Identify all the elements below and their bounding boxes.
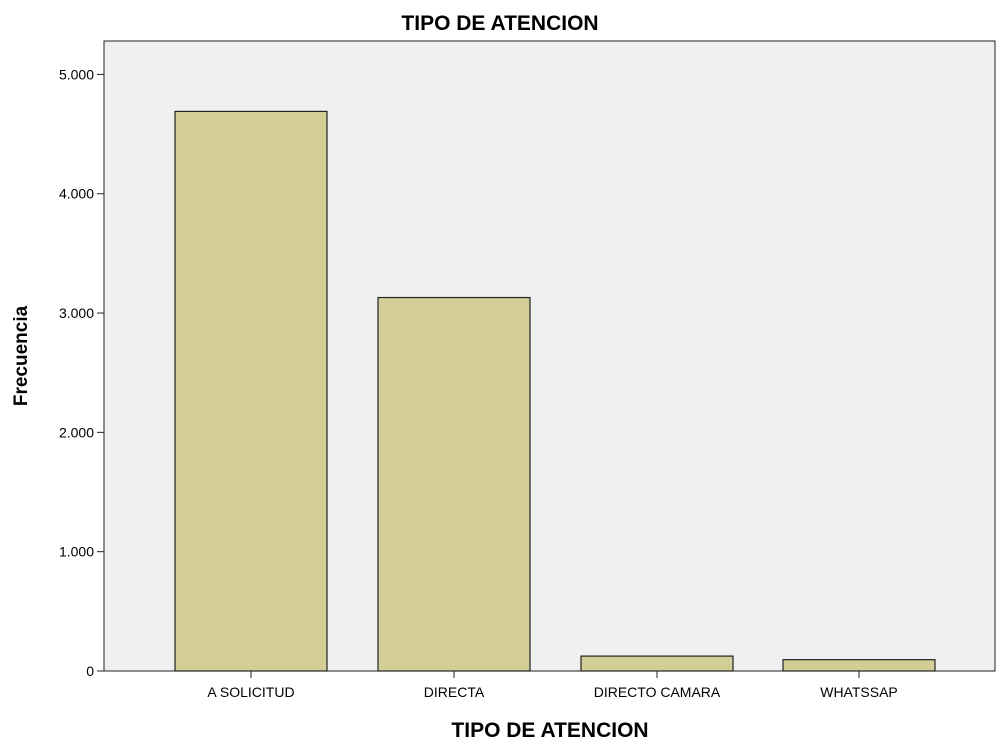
x-axis-label: TIPO DE ATENCION: [451, 719, 648, 740]
y-axis-ticks: 0 1.000 2.000 3.000 4.000 5.000: [59, 66, 104, 679]
y-tick-label: 5.000: [59, 66, 94, 82]
bar-directo-camara: [580, 655, 734, 672]
y-tick-label: 4.000: [59, 186, 94, 202]
bar-a-solicitud: [174, 110, 328, 672]
x-tick-label: WHATSSAP: [820, 684, 898, 700]
x-tick-label: DIRECTO CAMARA: [594, 684, 721, 700]
x-tick-label: DIRECTA: [424, 684, 485, 700]
bar-whatssap: [782, 659, 936, 672]
bars: [174, 110, 936, 672]
bar-directa: [377, 296, 531, 672]
x-axis-ticks: A SOLICITUD DIRECTA DIRECTO CAMARA WHATSSAP: [207, 671, 898, 700]
y-axis-label: Frecuencia: [11, 305, 32, 406]
x-tick-label: A SOLICITUD: [207, 684, 294, 700]
y-tick-label: 1.000: [59, 544, 94, 560]
y-tick-label: 0: [86, 663, 94, 679]
y-tick-label: 2.000: [59, 424, 94, 440]
y-tick-label: 3.000: [59, 305, 94, 321]
chart-title: TIPO DE ATENCION: [401, 12, 598, 35]
